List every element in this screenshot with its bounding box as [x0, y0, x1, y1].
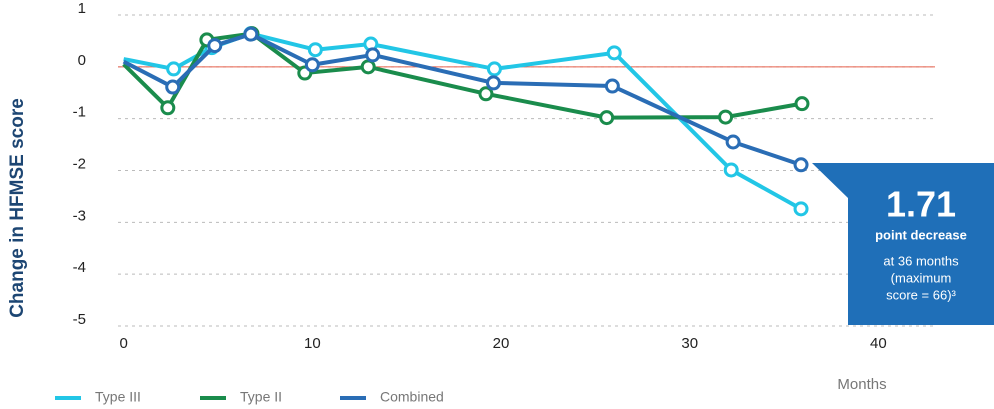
data-point [718, 109, 734, 125]
x-tick-label: 0 [119, 335, 127, 352]
y-tick-label: -1 [73, 104, 86, 121]
data-point [606, 45, 622, 61]
data-point [793, 201, 809, 217]
y-tick-label: -4 [73, 259, 86, 276]
data-point [599, 110, 615, 126]
callout-box [812, 163, 994, 325]
series-line [123, 31, 803, 211]
y-tick-label: 0 [78, 52, 86, 69]
callout-headline: 1.71 [886, 184, 956, 225]
data-point [485, 75, 501, 91]
data-point [307, 42, 323, 58]
x-tick-label: 10 [304, 335, 321, 352]
x-tick-label: 20 [493, 335, 510, 352]
data-point [166, 61, 182, 77]
data-point [365, 47, 381, 63]
x-tick-label: 30 [681, 335, 698, 352]
data-point [604, 78, 620, 94]
legend-label: Combined [380, 389, 444, 405]
y-tick-label: -5 [73, 311, 86, 328]
data-point [725, 134, 741, 150]
data-point [243, 26, 259, 42]
callout-text: at 36 months [883, 253, 959, 268]
data-point [304, 57, 320, 73]
y-axis-label: Change in HFMSE score [7, 98, 28, 318]
y-tick-label: -3 [73, 207, 86, 224]
callout-text: score = 66)³ [886, 287, 956, 302]
data-point [478, 86, 494, 102]
legend-label: Type III [95, 389, 141, 405]
data-point [165, 79, 181, 95]
series-line [122, 32, 802, 167]
data-point [160, 100, 176, 116]
legend-label: Type II [240, 389, 282, 405]
data-point [207, 38, 223, 54]
x-tick-label: 40 [870, 335, 887, 352]
callout-subhead: point decrease [875, 227, 967, 242]
data-point [486, 61, 502, 77]
y-tick-label: 1 [78, 0, 86, 17]
callout-text: (maximum [891, 270, 952, 285]
data-point [793, 157, 809, 173]
x-axis-label: Months [837, 376, 886, 393]
y-tick-label: -2 [73, 155, 86, 172]
data-point [723, 162, 739, 178]
data-point [360, 59, 376, 75]
data-point [794, 96, 810, 112]
